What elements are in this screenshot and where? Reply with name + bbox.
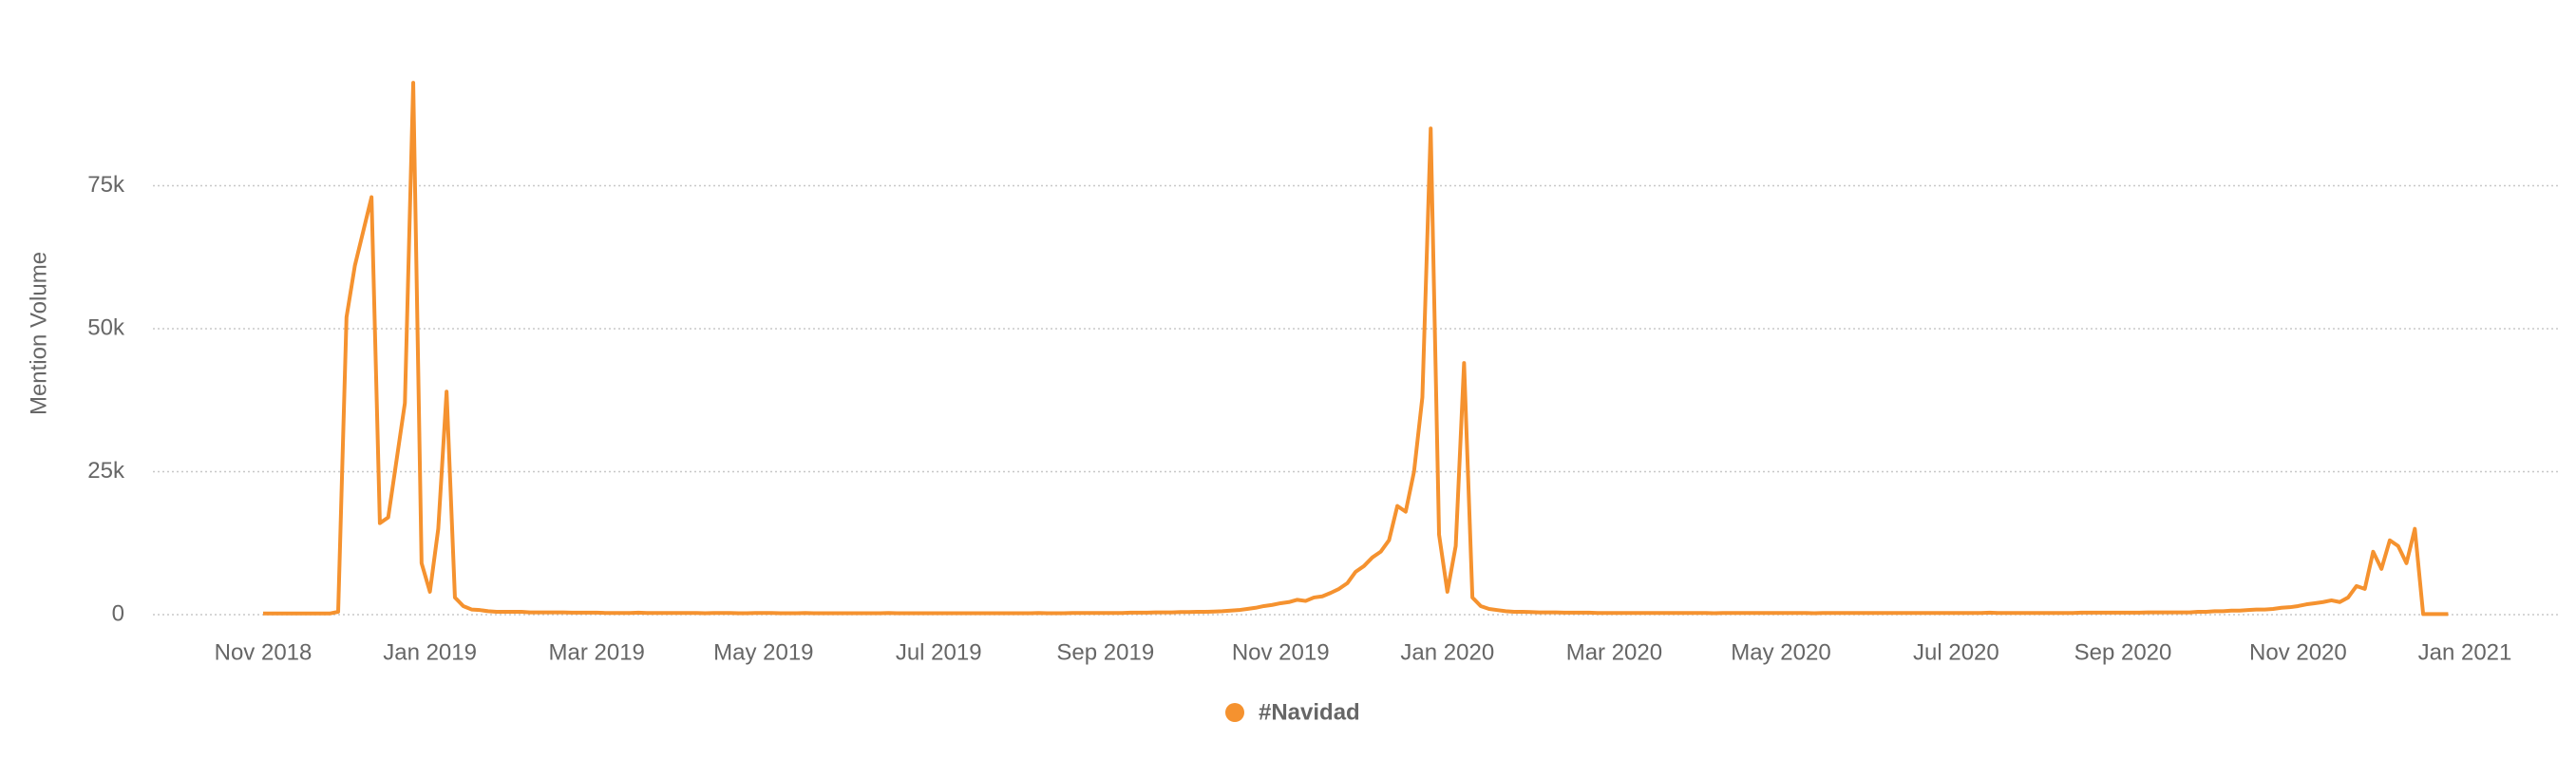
x-tick-label: Sep 2019: [1056, 639, 1154, 665]
x-tick-label: Sep 2020: [2074, 639, 2172, 665]
x-tick-label: Jan 2021: [2418, 639, 2512, 665]
y-tick-label: 0: [112, 600, 124, 626]
y-tick-label: 50k: [87, 314, 125, 340]
y-tick-label: 25k: [87, 458, 125, 484]
y-tick-label: 75k: [87, 172, 125, 198]
x-tick-label: Nov 2019: [1232, 639, 1330, 665]
legend-marker[interactable]: [1225, 703, 1244, 722]
x-tick-label: Jan 2019: [383, 639, 477, 665]
x-tick-label: Jul 2020: [1913, 639, 1999, 665]
x-tick-label: May 2019: [713, 639, 813, 665]
x-tick-label: May 2020: [1731, 639, 1830, 665]
y-axis-title: Mention Volume: [26, 252, 51, 415]
x-tick-label: Jan 2020: [1400, 639, 1494, 665]
x-tick-label: Mar 2019: [549, 639, 645, 665]
legend-label[interactable]: #Navidad: [1259, 699, 1360, 725]
x-tick-label: Jul 2019: [896, 639, 982, 665]
x-tick-label: Nov 2018: [215, 639, 313, 665]
line-series: [263, 81, 2449, 617]
x-tick-label: Mar 2020: [1566, 639, 1662, 665]
x-tick-label: Nov 2020: [2249, 639, 2347, 665]
